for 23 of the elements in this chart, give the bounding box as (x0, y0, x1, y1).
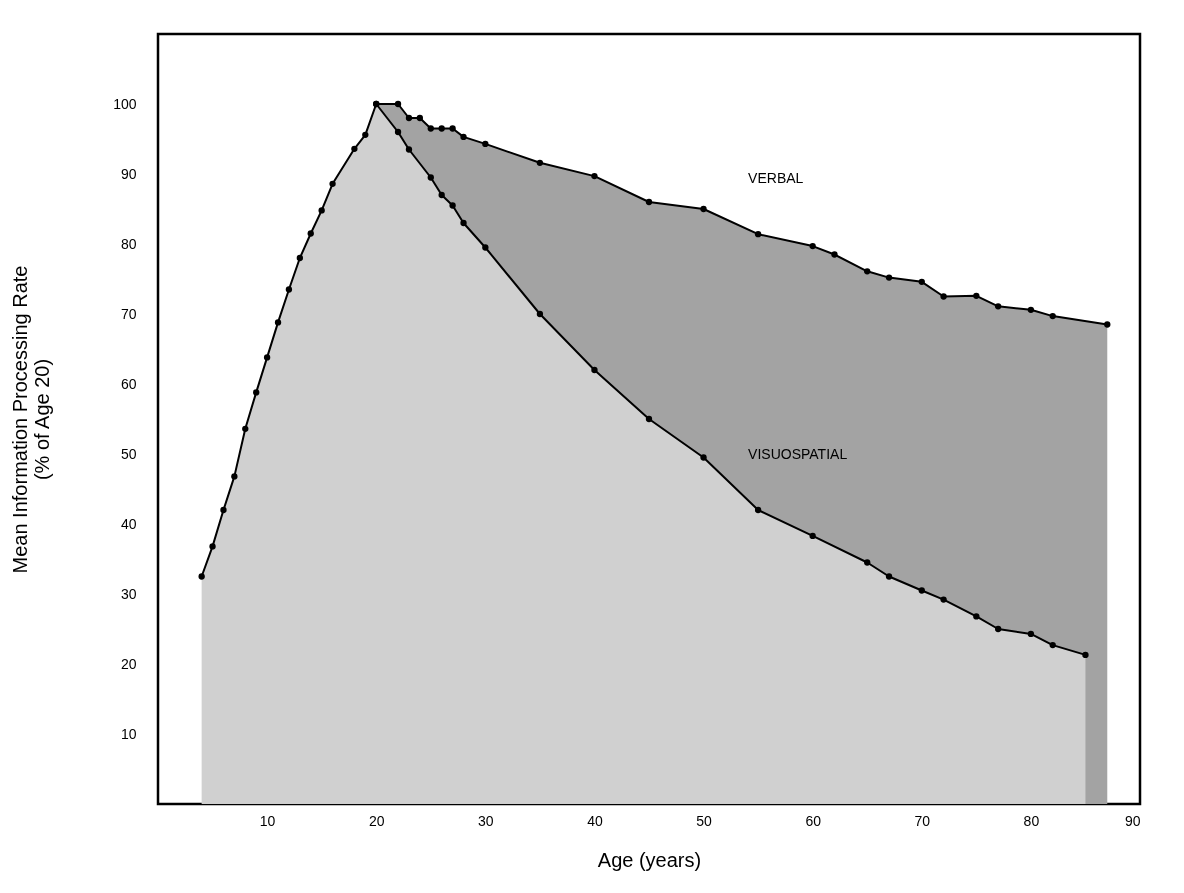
x-tick-label: 20 (368, 812, 385, 829)
x-axis-title: Age (years) (597, 848, 702, 871)
y-tick-label: 40 (120, 515, 137, 532)
x-tick-label: 10 (259, 812, 276, 829)
y-tick-label: 90 (120, 165, 137, 182)
y-tick-label: 20 (120, 655, 137, 672)
y-axis-title: Mean Information Processing Rate (% of Age 20) (9, 265, 54, 574)
y-tick-label: 80 (120, 235, 137, 252)
y-tick-label: 70 (120, 305, 137, 322)
series-label: VISUOSPATIAL (748, 446, 848, 462)
y-tick-label: 10 (120, 725, 137, 742)
x-tick-label: 60 (805, 812, 822, 829)
y-tick-label: 30 (120, 585, 137, 602)
x-tick-label: 70 (914, 812, 931, 829)
y-tick-label: 50 (120, 445, 137, 462)
y-tick-label: 60 (120, 375, 137, 392)
x-tick-label: 80 (1023, 812, 1040, 829)
text: VERBAL (748, 170, 804, 187)
x-tick-label: 40 (587, 812, 603, 829)
x-tick-label: 30 (478, 812, 494, 829)
x-tick-label: 50 (696, 812, 713, 829)
x-tick-label: 90 (1124, 812, 1141, 829)
y-tick-label: 100 (113, 95, 137, 112)
